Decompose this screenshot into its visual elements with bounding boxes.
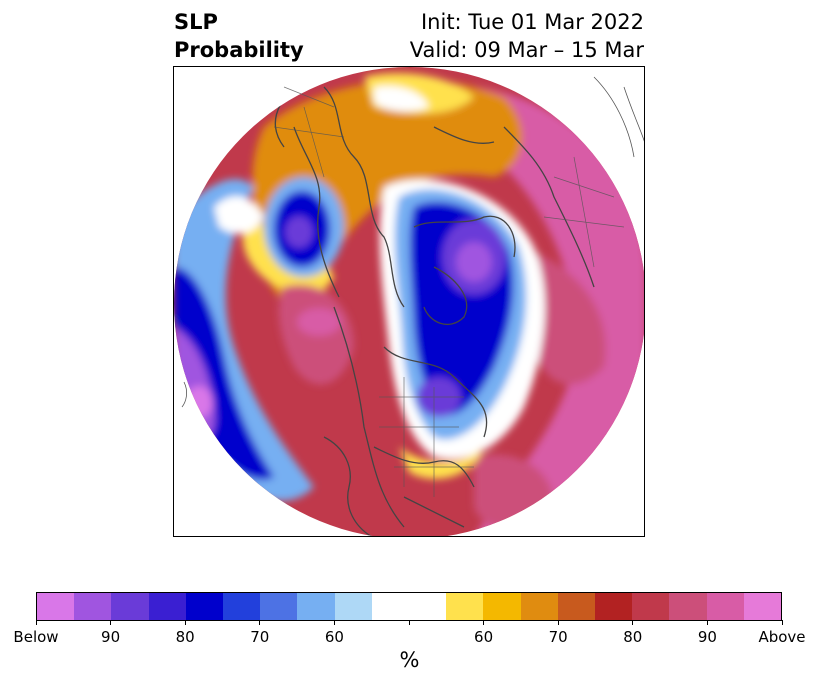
colorbar-segment: [409, 593, 447, 620]
colorbar-segment: [706, 593, 744, 620]
colorbar-tick: [110, 620, 112, 625]
colorbar-tick-label: 70: [548, 628, 568, 646]
colorbar-tick: [184, 620, 186, 625]
colorbar-segment: [74, 593, 112, 620]
title-line-2: Probability: [174, 38, 304, 62]
colorbar-ticks: Below 90 80 70 60 60 70 80 90 Above: [13, 620, 806, 650]
colorbar-tick: [35, 620, 37, 625]
colorbar-tick-label: 90: [101, 628, 121, 646]
probability-map: [174, 67, 644, 536]
colorbar-segment: [37, 593, 75, 620]
colorbar-tick: [333, 620, 335, 625]
colorbar-tick: [483, 620, 485, 625]
map-dates: Init: Tue 01 Mar 2022 Valid: 09 Mar – 15…: [410, 8, 644, 64]
valid-dates: Valid: 09 Mar – 15 Mar: [409, 38, 644, 62]
above-max-east: [474, 87, 644, 536]
borders: [273, 86, 625, 497]
colorbar-segment: [297, 593, 335, 620]
colorbar-segment: [371, 593, 410, 620]
colorbar-tick-label: Above: [758, 628, 806, 646]
colorbar-tick-label: 90: [697, 628, 717, 646]
colorbar-tick-label: 60: [474, 628, 494, 646]
colorbar-tick-label: Below: [13, 628, 59, 646]
colorbar-segment: [483, 593, 521, 620]
colorbar-tick-label: 60: [324, 628, 344, 646]
colorbar-segment: [669, 593, 707, 620]
colorbar-segment: [446, 593, 484, 620]
colorbar-segment: [148, 593, 186, 620]
colorbar-segment: [595, 593, 633, 620]
colorbar-tick: [408, 620, 410, 625]
colorbar-segment: [260, 593, 298, 620]
colorbar-tick: [632, 620, 634, 625]
colorbar-tick: [259, 620, 261, 625]
colorbar-segment: [520, 593, 558, 620]
init-date: Init: Tue 01 Mar 2022: [420, 10, 644, 34]
colorbar-segment: [111, 593, 149, 620]
colorbar-tick-label: 80: [623, 628, 643, 646]
colorbar-tick: [781, 620, 783, 625]
title-line-1: SLP: [174, 10, 218, 34]
colorbar-tick: [557, 620, 559, 625]
colorbar-segment: [557, 593, 596, 620]
colorbar-segment: [743, 593, 782, 620]
colorbar: [36, 592, 782, 621]
colorbar-tick-label: 70: [250, 628, 270, 646]
colorbar-tick: [706, 620, 708, 625]
colorbar-segment: [185, 593, 224, 620]
map-panel: [173, 66, 645, 537]
colorbar-unit-label: %: [399, 648, 420, 672]
map-title: SLP Probability: [174, 8, 304, 64]
colorbar-segment: [632, 593, 670, 620]
colorbar-segment: [334, 593, 372, 620]
colorbar-segment: [223, 593, 261, 620]
colorbar-tick-label: 80: [175, 628, 195, 646]
